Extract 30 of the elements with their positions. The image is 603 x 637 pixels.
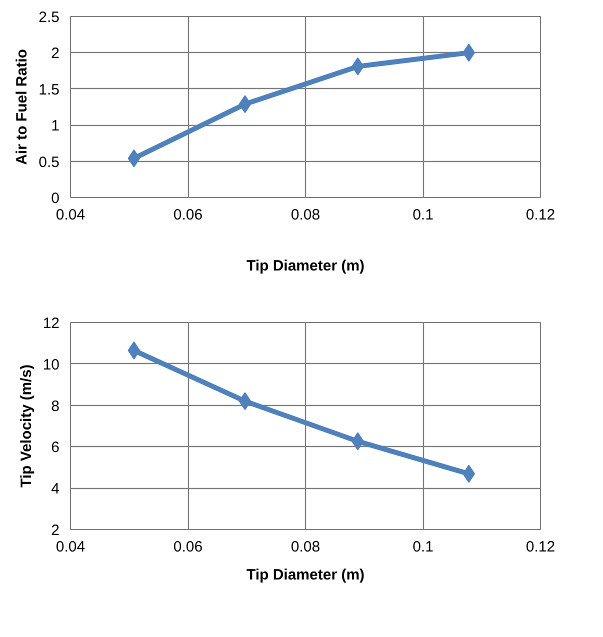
x-tick-label: 0.1 bbox=[412, 206, 434, 224]
x-tick-label: 0.12 bbox=[526, 538, 556, 556]
x-tick-label: 0.06 bbox=[173, 206, 203, 224]
point bbox=[238, 392, 252, 410]
point bbox=[128, 341, 140, 360]
x-tick-label: 0.12 bbox=[526, 206, 556, 224]
y-tick-label: 12 bbox=[42, 315, 60, 332]
x-tick-label: 0.1 bbox=[412, 538, 434, 556]
y-tick-label: 2 bbox=[51, 522, 60, 539]
point bbox=[128, 149, 140, 168]
y-tick-label: 6 bbox=[51, 439, 60, 456]
x-tick-label: 0.04 bbox=[56, 538, 86, 556]
point bbox=[238, 95, 252, 114]
x-tick-label: 0.06 bbox=[173, 538, 203, 556]
y-axis-title: Tip Velocity (m/s) bbox=[18, 364, 35, 488]
y-tick-label: 8 bbox=[51, 398, 60, 415]
y-tick-label: 2.5 bbox=[38, 9, 60, 26]
x-tick-label: 0.04 bbox=[56, 206, 86, 224]
y-tick-label: 1.5 bbox=[38, 81, 60, 98]
y-axis-title: Air to Fuel Ratio bbox=[14, 49, 31, 165]
y-tick-label: 4 bbox=[51, 480, 60, 498]
y-tick-label: 10 bbox=[42, 356, 60, 374]
y-tick-label: 1 bbox=[51, 118, 60, 135]
x-tick-label: 0.08 bbox=[290, 538, 320, 556]
y-tick-label: 2 bbox=[51, 45, 60, 62]
y-tick-label: 0.5 bbox=[38, 154, 60, 171]
x-axis-title: Tip Diameter (m) bbox=[246, 258, 365, 274]
x-axis-title: Tip Diameter (m) bbox=[246, 566, 365, 584]
x-tick-label: 0.08 bbox=[290, 206, 320, 224]
y-tick-label: 0 bbox=[51, 190, 60, 207]
